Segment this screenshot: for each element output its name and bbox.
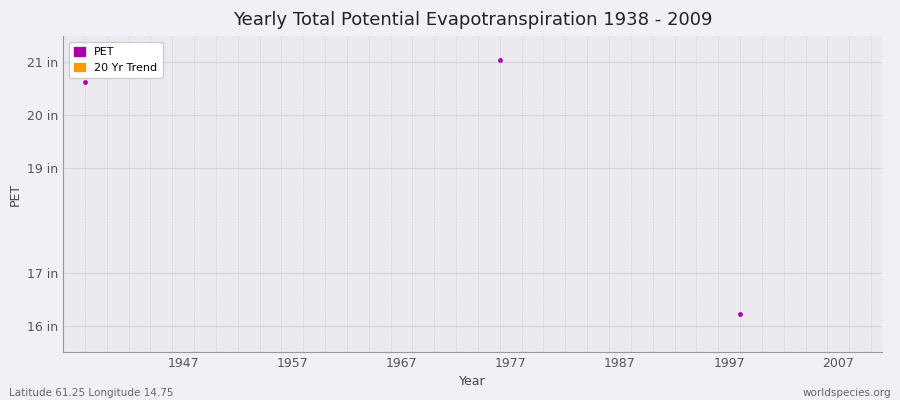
Point (733, 311, 747, 317)
Text: Latitude 61.25 Longitude 14.75: Latitude 61.25 Longitude 14.75 (9, 388, 174, 398)
Title: Yearly Total Potential Evapotranspiration 1938 - 2009: Yearly Total Potential Evapotranspiratio… (233, 11, 712, 29)
Point (77, 79, 92, 86)
Legend: PET, 20 Yr Trend: PET, 20 Yr Trend (68, 42, 163, 78)
Point (492, 56, 507, 63)
Text: worldspecies.org: worldspecies.org (803, 388, 891, 398)
X-axis label: Year: Year (459, 376, 486, 388)
Y-axis label: PET: PET (8, 182, 22, 206)
